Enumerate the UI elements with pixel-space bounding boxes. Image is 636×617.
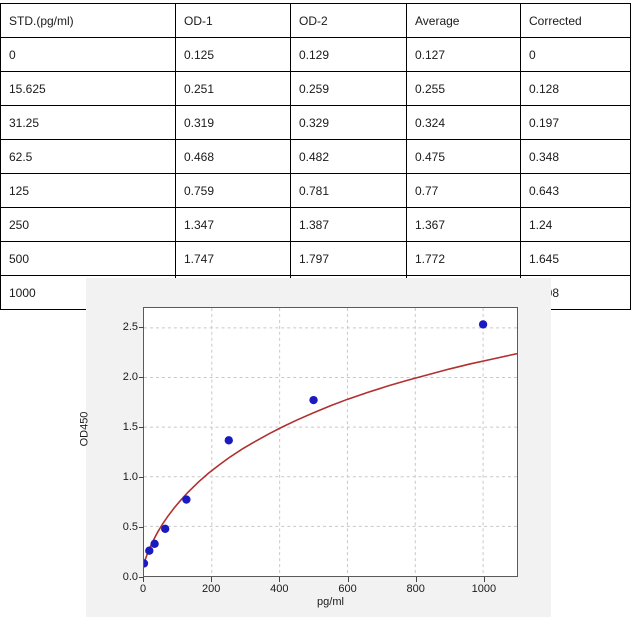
cell-average: 0.77	[406, 173, 521, 208]
cell-std: 62.5	[0, 139, 176, 174]
plot-canvas	[144, 308, 517, 576]
column-header-od1: OD-1	[175, 3, 291, 38]
cell-std: 250	[0, 207, 176, 242]
x-tick-mark	[279, 577, 281, 582]
y-tick-mark	[139, 327, 144, 328]
cell-od1: 0.468	[175, 139, 291, 174]
table-row: 125 0.759 0.781 0.77 0.643	[0, 173, 631, 208]
standard-curve-data-table: STD.(pg/ml) OD-1 OD-2 Average Corrected …	[0, 3, 631, 310]
x-tick-label: 0	[139, 583, 147, 595]
fit-curve	[144, 352, 517, 564]
table-row: 0 0.125 0.129 0.127 0	[0, 37, 631, 72]
standard-curve-chart: 0.0 0.5 1.0 1.5 2.0 2.5 0 200 400 600 800 1000 pg/…	[78, 278, 551, 617]
y-tick-label: 1.0	[122, 471, 138, 483]
y-tick-label: 0.5	[122, 521, 138, 533]
cell-od2: 0.129	[290, 37, 407, 72]
cell-std: 15.625	[0, 71, 176, 106]
cell-od2: 1.797	[290, 241, 407, 276]
table-row: 500 1.747 1.797 1.772 1.645	[0, 241, 631, 276]
cell-corrected: 1.24	[520, 207, 631, 242]
cell-od1: 0.125	[175, 37, 291, 72]
cell-corrected: 0.348	[520, 139, 631, 174]
data-point	[224, 436, 233, 445]
x-tick-label: 200	[201, 583, 221, 595]
data-point	[144, 559, 149, 568]
data-point	[150, 539, 159, 549]
y-axis-tick-labels: 0.0 0.5 1.0 1.5 2.0 2.5	[102, 307, 138, 583]
column-header-std: STD.(pg/ml)	[0, 3, 176, 38]
cell-od2: 0.259	[290, 71, 407, 106]
cell-std: 0	[0, 37, 176, 72]
cell-average: 0.475	[406, 139, 521, 174]
y-tick-mark	[139, 527, 144, 528]
cell-od1: 0.759	[175, 173, 291, 208]
data-point	[478, 320, 488, 329]
cell-average: 1.367	[406, 207, 521, 242]
data-point	[161, 524, 170, 534]
cell-average: 1.772	[406, 241, 521, 276]
cell-od2: 1.387	[290, 207, 407, 242]
column-header-corrected: Corrected	[520, 3, 631, 38]
data-point	[309, 395, 318, 405]
cell-std: 500	[0, 241, 176, 276]
cell-corrected: 0.197	[520, 105, 631, 140]
cell-od2: 0.482	[290, 139, 407, 174]
y-tick-label: 0.0	[122, 571, 138, 583]
column-header-average: Average	[406, 3, 521, 38]
cell-od1: 1.747	[175, 241, 291, 276]
cell-corrected: 0	[520, 37, 631, 72]
cell-std: 31.25	[0, 105, 176, 140]
cell-od2: 0.329	[290, 105, 407, 140]
cell-od2: 0.781	[290, 173, 407, 208]
column-header-od2: OD-2	[290, 3, 407, 38]
cell-od1: 1.347	[175, 207, 291, 242]
y-tick-mark	[139, 477, 144, 478]
y-tick-label: 2.5	[122, 321, 138, 333]
y-tick-mark	[139, 427, 144, 428]
table-row: 250 1.347 1.387 1.367 1.24	[0, 207, 631, 242]
y-axis-title: OD450	[78, 411, 91, 447]
cell-average: 0.324	[406, 105, 521, 140]
y-tick-label: 2.0	[122, 371, 138, 383]
cell-corrected: 0.643	[520, 173, 631, 208]
y-tick-mark	[139, 577, 144, 578]
y-tick-mark	[139, 377, 144, 378]
data-point	[145, 546, 154, 555]
table-header-row: STD.(pg/ml) OD-1 OD-2 Average Corrected	[0, 3, 631, 38]
x-axis-title: pg/ml	[317, 596, 344, 608]
x-tick-mark	[211, 577, 213, 582]
cell-std: 125	[0, 173, 176, 208]
table-row: 62.5 0.468 0.482 0.475 0.348	[0, 139, 631, 174]
x-tick-label: 600	[338, 583, 357, 595]
table-row: 15.625 0.251 0.259 0.255 0.128	[0, 71, 631, 106]
cell-od1: 0.251	[175, 71, 291, 106]
x-tick-mark	[415, 577, 417, 582]
x-tick-label: 800	[406, 583, 425, 595]
x-tick-mark	[347, 577, 349, 582]
cell-corrected: 0.128	[520, 71, 631, 106]
table-row: 31.25 0.319 0.329 0.324 0.197	[0, 105, 631, 140]
y-tick-label: 1.5	[122, 421, 138, 433]
cell-corrected: 1.645	[520, 241, 631, 276]
cell-average: 0.127	[406, 37, 521, 72]
plot-area	[143, 307, 518, 577]
data-point	[182, 495, 191, 504]
cell-average: 0.255	[406, 71, 521, 106]
x-axis-tick-labels: 0 200 400 600 800 1000	[139, 577, 518, 597]
x-tick-label: 400	[270, 583, 289, 595]
cell-od1: 0.319	[175, 105, 291, 140]
x-tick-label: 1000	[471, 583, 497, 595]
x-tick-mark	[483, 577, 485, 582]
x-tick-mark	[143, 577, 144, 582]
